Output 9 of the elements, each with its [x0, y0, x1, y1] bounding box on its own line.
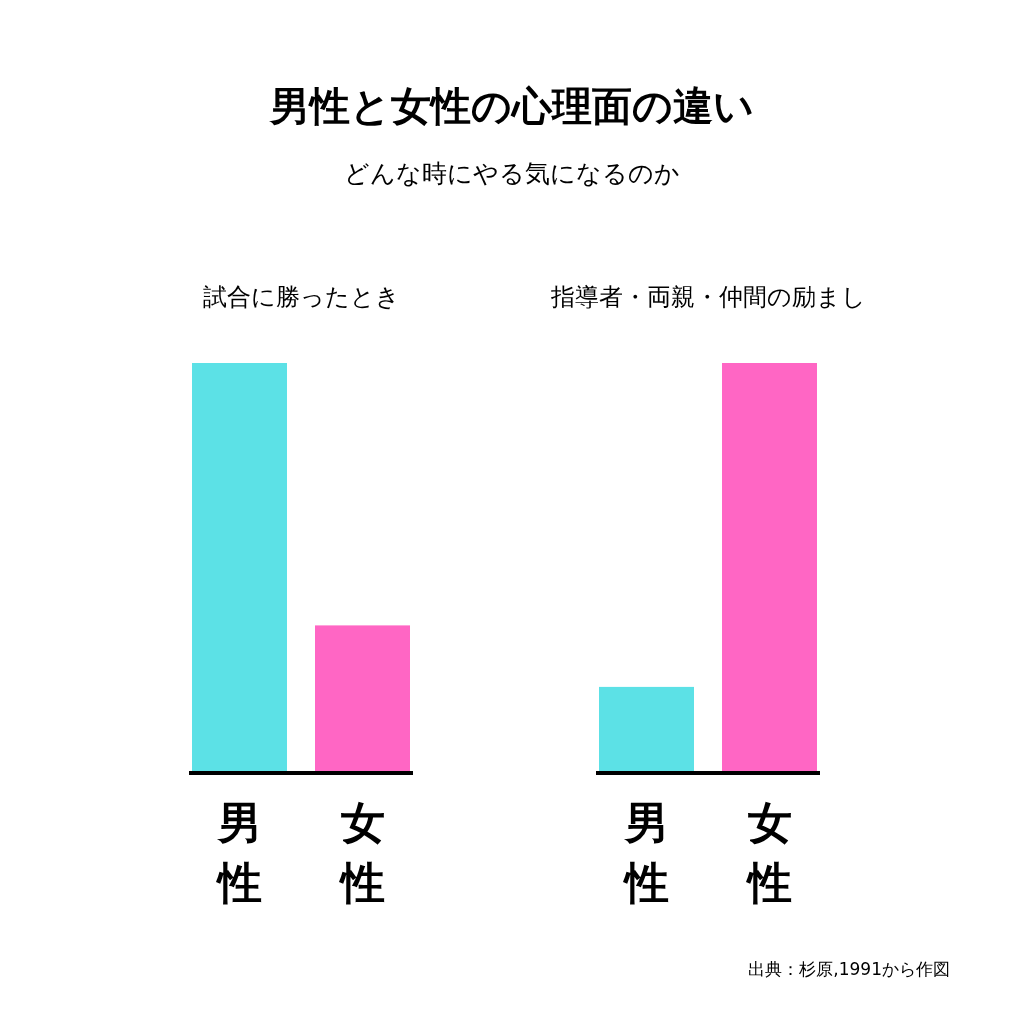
chart-title: 試合に勝ったとき [202, 283, 400, 311]
x-tick-label: 女性 [337, 797, 385, 908]
x-tick-label: 女性 [744, 797, 792, 908]
text: どんな時にやる気になるのか [344, 159, 680, 188]
x-tick-label: 男性 [214, 797, 262, 908]
text: 男性と女性の心理面の違い [269, 83, 754, 129]
chart-title: 指導者・両親・仲間の励まし [549, 283, 866, 311]
source-note: 出典：杉原,1991から作図 [748, 959, 950, 979]
x-tick-label: 男性 [621, 797, 669, 908]
